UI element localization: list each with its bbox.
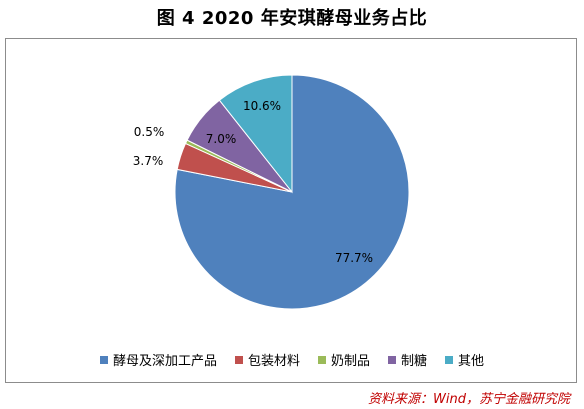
legend-label-3: 制糖	[401, 354, 428, 369]
legend-swatch-0	[99, 355, 108, 364]
data-label-1: 3.7%	[133, 154, 164, 168]
legend-swatch-3	[388, 355, 396, 364]
pie-slice-4	[218, 74, 293, 194]
legend: 酵母及深加工产品 包装材料 奶制品 制糖 其他	[6, 350, 578, 369]
data-label-2: 0.5%	[134, 125, 165, 139]
chart-area: 77.7% 3.7% 0.5% 7.0% 10.6% 酵母及深加工产品 包装材料 奶制品 制糖…	[5, 38, 577, 383]
data-label-0: 77.7%	[335, 251, 373, 265]
legend-label-0: 酵母及深加工产品	[112, 354, 217, 369]
legend-item-4: 其他	[445, 350, 484, 369]
legend-item-0: 酵母及深加工产品	[99, 350, 217, 369]
legend-label-4: 其他	[458, 354, 485, 369]
legend-label-1: 包装材料	[247, 354, 300, 369]
chart-title: 图 4 2020 年安琪酵母业务占比	[156, 8, 428, 29]
data-label-4: 10.6%	[243, 99, 281, 113]
source-note: 资料来源：Wind，苏宁金融研究院	[368, 392, 570, 407]
legend-swatch-2	[317, 355, 326, 364]
pie-chart: 77.7% 3.7% 0.5% 7.0% 10.6%	[133, 74, 410, 310]
legend-item-1: 包装材料	[234, 350, 300, 369]
legend-item-3: 制糖	[388, 350, 427, 369]
data-label-3: 7.0%	[206, 132, 237, 146]
legend-label-2: 奶制品	[330, 354, 370, 369]
legend-swatch-1	[234, 355, 243, 364]
legend-item-2: 奶制品	[317, 350, 370, 369]
legend-swatch-4	[445, 355, 454, 364]
